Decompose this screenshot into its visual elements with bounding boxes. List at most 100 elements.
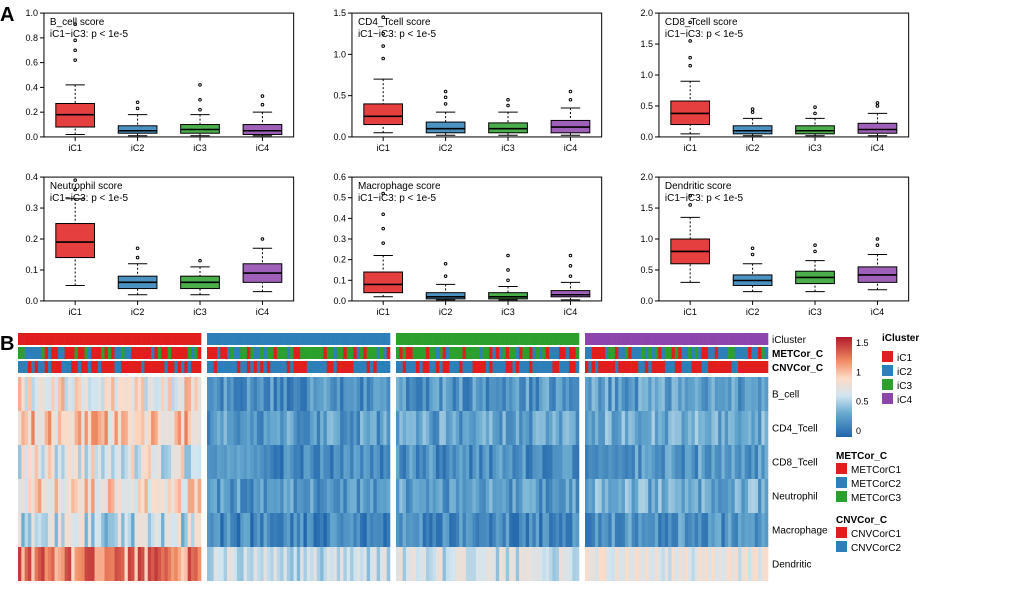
boxplot-b-cell-score: 0.00.20.40.60.81.0iC1iC2iC3iC4B_cell sco… <box>10 5 300 161</box>
svg-text:1.5: 1.5 <box>641 39 653 49</box>
svg-text:0.4: 0.4 <box>333 213 345 223</box>
svg-text:0.5: 0.5 <box>641 101 653 111</box>
svg-text:1: 1 <box>856 367 861 377</box>
svg-text:iC1~iC3: p < 1e-5: iC1~iC3: p < 1e-5 <box>665 193 744 204</box>
svg-text:iC4: iC4 <box>897 395 912 406</box>
svg-text:iC2: iC2 <box>746 307 759 317</box>
svg-text:1.5: 1.5 <box>333 8 345 18</box>
svg-text:iC3: iC3 <box>193 143 206 153</box>
svg-text:iC1~iC3: p < 1e-5: iC1~iC3: p < 1e-5 <box>665 29 744 40</box>
svg-text:CD4_Tcell: CD4_Tcell <box>772 423 818 434</box>
legend-svg: 00.511.5iClusteriC1iC2iC3iC4METCor_CMETC… <box>830 333 1015 591</box>
svg-text:iC1~iC3: p < 1e-5: iC1~iC3: p < 1e-5 <box>50 193 129 204</box>
svg-text:iC2: iC2 <box>439 143 452 153</box>
svg-text:iC1: iC1 <box>68 307 81 317</box>
svg-text:B_cell score: B_cell score <box>50 17 105 28</box>
svg-text:iC1: iC1 <box>68 143 81 153</box>
svg-text:0.0: 0.0 <box>641 132 653 142</box>
heatmap-main: iClusterMETCor_CCNVCor_CB_cellCD4_TcellC… <box>18 333 838 591</box>
svg-text:0.4: 0.4 <box>25 82 37 92</box>
svg-text:0.0: 0.0 <box>641 296 653 306</box>
svg-text:0.0: 0.0 <box>333 132 345 142</box>
svg-text:iC1: iC1 <box>684 307 697 317</box>
svg-text:CD8_Tcell: CD8_Tcell <box>772 457 818 468</box>
svg-text:iC3: iC3 <box>809 143 822 153</box>
svg-text:METCorC3: METCorC3 <box>851 493 901 504</box>
svg-text:Dendritic: Dendritic <box>772 559 811 570</box>
svg-text:iC1~iC3: p < 1e-5: iC1~iC3: p < 1e-5 <box>358 193 437 204</box>
svg-text:1.0: 1.0 <box>641 234 653 244</box>
svg-text:iC4: iC4 <box>256 307 269 317</box>
svg-text:CNVCorC2: CNVCorC2 <box>851 543 901 554</box>
svg-text:CNVCor_C: CNVCor_C <box>836 515 887 526</box>
svg-text:iC4: iC4 <box>563 307 576 317</box>
svg-text:0.2: 0.2 <box>25 107 37 117</box>
svg-text:iC2: iC2 <box>897 367 912 378</box>
svg-text:0.3: 0.3 <box>333 234 345 244</box>
svg-text:1.5: 1.5 <box>641 203 653 213</box>
svg-text:iC1~iC3: p < 1e-5: iC1~iC3: p < 1e-5 <box>50 29 129 40</box>
svg-text:iC2: iC2 <box>439 307 452 317</box>
svg-text:0.2: 0.2 <box>333 255 345 265</box>
svg-text:METCor_C: METCor_C <box>772 349 823 360</box>
svg-text:iC1: iC1 <box>376 143 389 153</box>
boxplot-cd4-tcell-score: 0.00.51.01.5iC1iC2iC3iC4CD4_Tcell scorei… <box>318 5 608 161</box>
svg-text:Neutrophil score: Neutrophil score <box>50 181 123 192</box>
svg-text:METCorC1: METCorC1 <box>851 465 901 476</box>
svg-text:METCor_C: METCor_C <box>836 451 887 462</box>
svg-text:iC3: iC3 <box>501 307 514 317</box>
svg-text:1.5: 1.5 <box>856 338 869 348</box>
svg-text:iC4: iC4 <box>563 143 576 153</box>
boxplot-neutrophil-score: 0.0 0.1 0.2 0.3 0.4 iC1 iC2 iC3 iC4 Neutrophil sc… <box>10 169 300 325</box>
svg-text:Dendritic score: Dendritic score <box>665 181 732 192</box>
svg-text:iC4: iC4 <box>871 143 884 153</box>
svg-text:CNVCor_C: CNVCor_C <box>772 363 823 374</box>
svg-text:iC2: iC2 <box>746 143 759 153</box>
svg-text:2.0: 2.0 <box>641 172 653 182</box>
svg-text:iC1: iC1 <box>684 143 697 153</box>
svg-text:iC3: iC3 <box>193 307 206 317</box>
svg-text:0.5: 0.5 <box>641 265 653 275</box>
legend-column: 00.511.5iClusteriC1iC2iC3iC4METCor_CMETC… <box>830 333 1015 591</box>
boxplot-cd8-tcell-score: 0.00.51.01.52.0iC1iC2iC3iC4CD8_Tcell sco… <box>625 5 915 161</box>
svg-text:2.0: 2.0 <box>641 8 653 18</box>
figure-root: A B 0.00.20.40.60.81.0iC1iC2iC3iC4B_cell… <box>0 0 1020 601</box>
svg-text:0.2: 0.2 <box>25 234 37 244</box>
svg-text:CD4_Tcell score: CD4_Tcell score <box>358 17 431 28</box>
svg-text:0.0: 0.0 <box>333 296 345 306</box>
svg-text:1.0: 1.0 <box>25 8 37 18</box>
panel-b: iClusterMETCor_CCNVCor_CB_cellCD4_TcellC… <box>18 333 918 591</box>
svg-text:0.5: 0.5 <box>333 91 345 101</box>
svg-text:iC3: iC3 <box>501 143 514 153</box>
svg-text:iC3: iC3 <box>809 307 822 317</box>
svg-text:CD8_Tcell score: CD8_Tcell score <box>665 17 738 28</box>
svg-text:CNVCorC1: CNVCorC1 <box>851 529 901 540</box>
svg-text:0.0: 0.0 <box>25 132 37 142</box>
svg-text:0.1: 0.1 <box>333 275 345 285</box>
svg-text:0.4: 0.4 <box>25 172 37 182</box>
svg-text:Neutrophil: Neutrophil <box>772 491 818 502</box>
svg-text:Macrophage score: Macrophage score <box>358 181 441 192</box>
panel-label-b: B <box>0 333 14 356</box>
svg-text:iC2: iC2 <box>131 143 144 153</box>
svg-text:METCorC2: METCorC2 <box>851 479 901 490</box>
svg-text:0: 0 <box>856 426 861 436</box>
svg-text:0.0: 0.0 <box>25 296 37 306</box>
svg-text:iC3: iC3 <box>897 381 912 392</box>
svg-text:iC4: iC4 <box>256 143 269 153</box>
svg-text:iC4: iC4 <box>871 307 884 317</box>
svg-text:0.6: 0.6 <box>333 172 345 182</box>
svg-text:iCluster: iCluster <box>772 335 807 346</box>
svg-text:iC1: iC1 <box>376 307 389 317</box>
boxplot-dendritic-score: 0.0 0.5 1.0 1.5 2.0 iC1 iC2 iC3 iC4 Dendritic sco… <box>625 169 915 325</box>
svg-text:0.1: 0.1 <box>25 265 37 275</box>
svg-text:iC2: iC2 <box>131 307 144 317</box>
svg-text:Macrophage: Macrophage <box>772 525 828 536</box>
svg-text:0.3: 0.3 <box>25 203 37 213</box>
svg-text:iCluster: iCluster <box>882 333 919 344</box>
boxplot-macrophage-score: 0.00.10.20.30.40.50.6iC1iC2iC3iC4Macroph… <box>318 169 608 325</box>
svg-text:0.6: 0.6 <box>25 58 37 68</box>
panel-a: 0.00.20.40.60.81.0iC1iC2iC3iC4B_cell sco… <box>10 5 915 325</box>
svg-text:0.5: 0.5 <box>856 397 869 407</box>
svg-text:iC1~iC3: p < 1e-5: iC1~iC3: p < 1e-5 <box>358 29 437 40</box>
